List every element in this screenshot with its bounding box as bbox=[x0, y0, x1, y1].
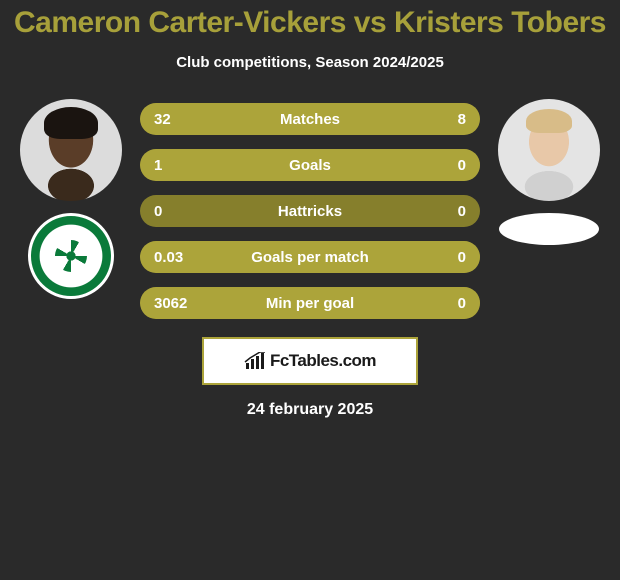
stats-area: 328Matches 10Goals 00Hattricks 0.030Goals p… bbox=[0, 99, 620, 319]
page-title: Cameron Carter-Vickers vs Kristers Tober… bbox=[0, 0, 620, 40]
stat-row: 10Goals bbox=[140, 149, 480, 181]
stat-label: Goals bbox=[140, 157, 480, 174]
player-right-column bbox=[498, 99, 600, 245]
stat-bars: 328Matches 10Goals 00Hattricks 0.030Goals p… bbox=[140, 99, 480, 319]
subtitle: Club competitions, Season 2024/2025 bbox=[0, 54, 620, 71]
stat-row: 30620Min per goal bbox=[140, 287, 480, 319]
brand-label: FcTables.com bbox=[270, 351, 376, 371]
stat-label: Matches bbox=[140, 111, 480, 128]
stat-row: 328Matches bbox=[140, 103, 480, 135]
brand-chart-icon bbox=[244, 352, 266, 370]
player-right-avatar bbox=[498, 99, 600, 201]
player-left-avatar bbox=[20, 99, 122, 201]
stat-label: Hattricks bbox=[140, 203, 480, 220]
stat-label: Goals per match bbox=[140, 249, 480, 266]
brand-box[interactable]: FcTables.com bbox=[202, 337, 418, 385]
comparison-card: Cameron Carter-Vickers vs Kristers Tober… bbox=[0, 0, 620, 419]
date-label: 24 february 2025 bbox=[0, 401, 620, 419]
stat-row: 0.030Goals per match bbox=[140, 241, 480, 273]
club-left-crest bbox=[28, 213, 114, 299]
club-right-crest bbox=[499, 213, 599, 245]
player-left-column bbox=[20, 99, 122, 299]
stat-row: 00Hattricks bbox=[140, 195, 480, 227]
stat-label: Min per goal bbox=[140, 295, 480, 312]
